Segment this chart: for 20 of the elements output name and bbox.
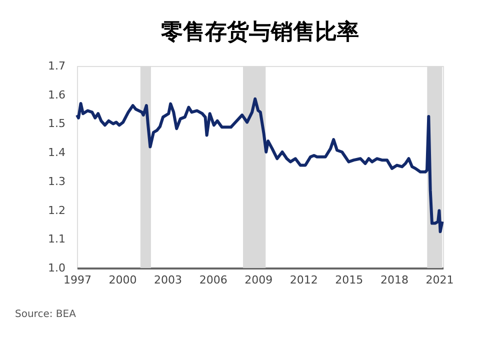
y-tick-label: 1.2 (48, 204, 66, 217)
y-tick-label: 1.7 (48, 60, 66, 72)
x-tick-label: 2018 (380, 274, 408, 286)
x-tick-label: 2003 (154, 274, 182, 286)
x-tick-label: 2000 (108, 274, 137, 286)
x-tick-label: 2021 (426, 274, 454, 286)
y-tick-label: 1.3 (48, 174, 66, 188)
x-tick-label: 2012 (290, 274, 318, 286)
x-tick-label: 2009 (244, 274, 273, 286)
y-tick-label: 1.1 (48, 232, 66, 246)
y-tick-label: 1.0 (48, 262, 66, 274)
x-tick-label: 2006 (199, 274, 228, 286)
chart-title: 零售存货与销售比率 (161, 19, 359, 45)
line-series (76, 97, 444, 234)
y-tick-label: 1.4 (48, 146, 66, 160)
y-tick-label: 1.5 (48, 117, 66, 130)
x-tick-label: 2015 (335, 274, 364, 286)
y-tick-label: 1.6 (48, 88, 66, 102)
source-note: Source: BEA (15, 309, 76, 320)
x-tick-label: 1997 (64, 274, 92, 286)
